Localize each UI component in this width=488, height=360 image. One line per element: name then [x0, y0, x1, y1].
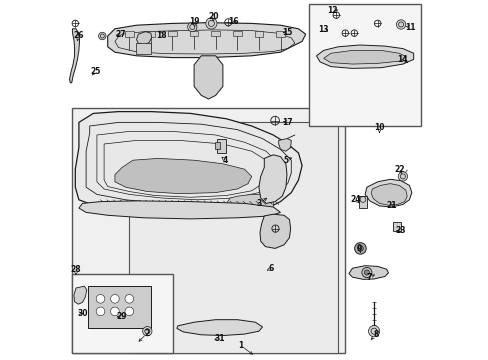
- Bar: [232, 31, 241, 36]
- Circle shape: [361, 267, 371, 278]
- Bar: [168, 31, 177, 36]
- Bar: [146, 31, 155, 37]
- Polygon shape: [69, 29, 80, 83]
- Text: 4: 4: [223, 156, 227, 165]
- Bar: [254, 31, 263, 37]
- Text: 20: 20: [208, 12, 219, 21]
- Polygon shape: [75, 112, 302, 216]
- Polygon shape: [136, 32, 151, 45]
- Bar: [358, 196, 366, 208]
- Polygon shape: [316, 45, 413, 68]
- Text: 1: 1: [238, 341, 243, 350]
- Bar: [125, 31, 133, 37]
- Text: 24: 24: [350, 195, 361, 204]
- Text: 21: 21: [386, 201, 397, 210]
- Text: 14: 14: [397, 55, 407, 64]
- Text: 30: 30: [77, 309, 87, 318]
- Bar: [88, 286, 151, 328]
- Text: 29: 29: [117, 312, 127, 321]
- Circle shape: [354, 243, 366, 254]
- Bar: [72, 274, 172, 353]
- Polygon shape: [258, 155, 286, 203]
- Polygon shape: [278, 139, 291, 151]
- Bar: [392, 222, 400, 231]
- Text: 23: 23: [395, 226, 406, 235]
- Text: 9: 9: [356, 244, 362, 253]
- Polygon shape: [365, 179, 411, 207]
- Circle shape: [125, 294, 133, 303]
- Circle shape: [205, 18, 217, 29]
- Polygon shape: [370, 184, 407, 205]
- Polygon shape: [348, 266, 387, 279]
- Circle shape: [397, 172, 407, 181]
- Text: 18: 18: [156, 31, 167, 40]
- Text: 19: 19: [188, 17, 199, 26]
- Circle shape: [125, 307, 133, 316]
- Polygon shape: [194, 56, 223, 99]
- Circle shape: [368, 325, 379, 337]
- Circle shape: [110, 307, 119, 316]
- Text: 25: 25: [90, 68, 100, 77]
- Polygon shape: [79, 201, 280, 219]
- Polygon shape: [226, 194, 273, 211]
- Text: 28: 28: [71, 266, 81, 274]
- Text: 3: 3: [256, 199, 261, 208]
- Bar: [276, 31, 284, 37]
- Text: 13: 13: [318, 25, 328, 34]
- Bar: [211, 31, 220, 36]
- Text: 27: 27: [115, 30, 125, 39]
- Circle shape: [364, 270, 368, 275]
- Text: 16: 16: [228, 17, 239, 26]
- Text: 5: 5: [283, 156, 288, 165]
- Text: 12: 12: [327, 5, 337, 14]
- Bar: [129, 122, 337, 353]
- Text: 6: 6: [268, 264, 274, 273]
- Circle shape: [96, 307, 104, 316]
- Polygon shape: [107, 23, 305, 58]
- Text: 8: 8: [372, 330, 378, 339]
- Circle shape: [187, 22, 197, 32]
- Text: 31: 31: [214, 334, 224, 343]
- Circle shape: [96, 294, 104, 303]
- Bar: [217, 139, 226, 153]
- Circle shape: [110, 294, 119, 303]
- Text: 2: 2: [144, 329, 150, 338]
- Text: 10: 10: [373, 123, 384, 132]
- Text: 22: 22: [393, 165, 404, 174]
- Bar: [215, 142, 220, 149]
- Bar: [189, 31, 198, 36]
- Bar: [136, 43, 151, 54]
- Bar: [72, 108, 345, 353]
- Text: 7: 7: [365, 273, 370, 282]
- Polygon shape: [323, 50, 406, 64]
- Text: 15: 15: [282, 28, 292, 37]
- Polygon shape: [260, 214, 290, 248]
- Polygon shape: [74, 286, 87, 304]
- Circle shape: [357, 246, 363, 251]
- Circle shape: [99, 32, 106, 40]
- Circle shape: [396, 20, 405, 29]
- Bar: [309, 4, 420, 126]
- Circle shape: [142, 327, 152, 336]
- Polygon shape: [177, 320, 262, 336]
- Text: 17: 17: [282, 118, 292, 127]
- Polygon shape: [115, 158, 251, 194]
- Text: 26: 26: [74, 31, 84, 40]
- Text: 11: 11: [404, 22, 414, 31]
